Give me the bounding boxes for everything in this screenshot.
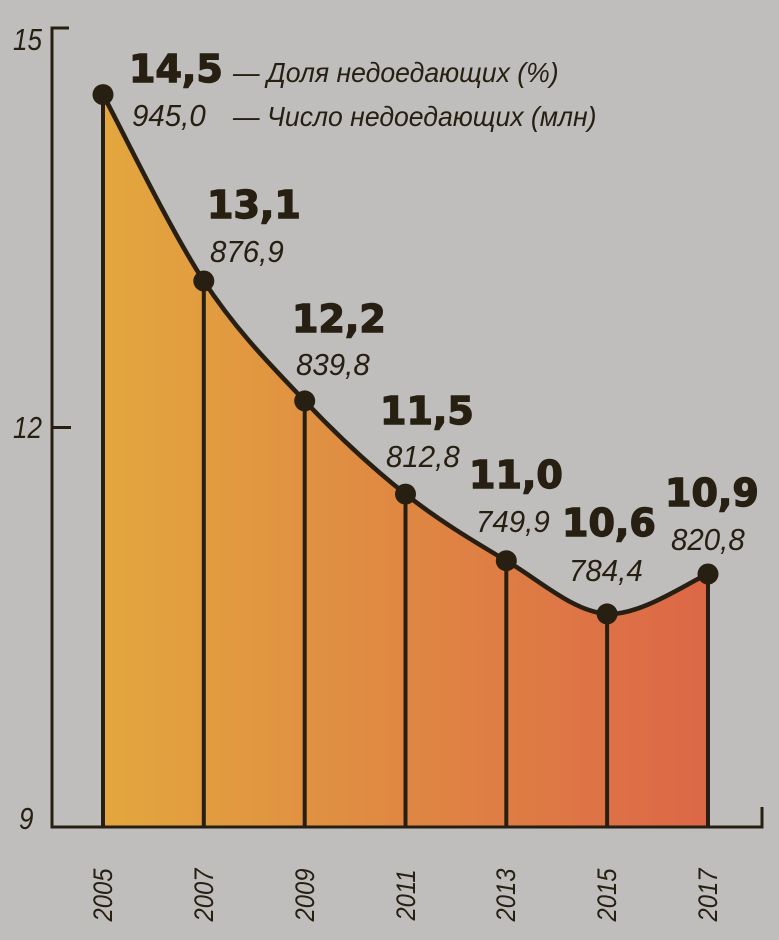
mln-label-2007: 876,9	[210, 234, 284, 269]
x-tick-label-2007: 2007	[189, 868, 219, 922]
x-tick-label-2009: 2009	[290, 868, 320, 922]
x-tick-label-2015: 2015	[592, 868, 622, 922]
data-point-dot-2015	[596, 603, 618, 625]
mln-label-2009: 839,8	[296, 347, 370, 382]
y-tick-label-9: 9	[19, 801, 34, 836]
data-point-dot-2013	[495, 550, 517, 572]
x-tick-label-2013: 2013	[491, 868, 521, 922]
x-tick-label-2011: 2011	[391, 869, 421, 921]
data-point-dot-2007	[193, 270, 215, 292]
data-point-dot-2009	[294, 390, 316, 412]
x-tick-label-2005: 2005	[88, 868, 118, 922]
pct-label-2009: 12,2	[291, 297, 386, 341]
x-tick-label-2017: 2017	[693, 868, 723, 922]
mln-label-2005: 945,0	[132, 98, 206, 133]
mln-label-2011: 812,8	[386, 439, 460, 474]
legend-number-millions: — Число недоедающих (млн)	[233, 101, 597, 132]
pct-label-2013: 11,0	[468, 453, 563, 497]
axis-frame	[50, 26, 764, 829]
mln-label-2017: 820,8	[671, 522, 745, 557]
y-tick-label-12: 12	[13, 410, 42, 445]
mln-label-2013: 749,9	[476, 504, 550, 539]
data-point-dot-2011	[395, 483, 416, 505]
data-point-dot-2017	[697, 563, 719, 585]
pct-label-2007: 13,1	[206, 183, 301, 227]
mln-label-2015: 784,4	[569, 553, 643, 588]
legend-share-percent: — Доля недоедающих (%)	[233, 57, 559, 88]
pct-label-2017: 10,9	[664, 471, 759, 515]
pct-label-2011: 11,5	[379, 389, 474, 433]
data-point-dot-2005	[92, 84, 114, 106]
pct-label-2015: 10,6	[561, 501, 656, 545]
area-fill	[103, 94, 708, 828]
y-tick-label-15: 15	[13, 22, 42, 57]
pct-label-2005: 14,5	[128, 47, 223, 91]
